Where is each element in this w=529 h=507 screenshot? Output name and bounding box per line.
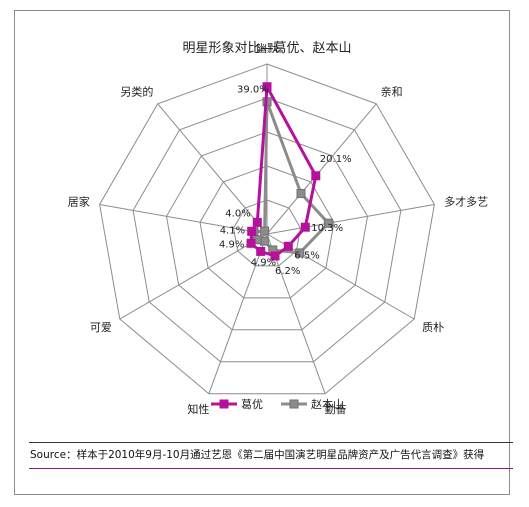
data-label-2: 20.1%: [320, 154, 352, 165]
source-note: Source：样本于2010年9月-10月通过艺恩《第二届中国演艺明星品牌资产及…: [30, 449, 485, 461]
grid-ring-5: [99, 63, 435, 395]
axis-label-4: 质朴: [422, 320, 444, 334]
series-2-point-4: [295, 248, 305, 258]
legend-marker-1: [219, 399, 229, 409]
data-label-3: 10.3%: [311, 223, 343, 234]
chart-frame: 明星形象对比—葛优、赵本山 幽默亲和多才多艺质朴勤奋 知性 可爱 居家 另类的 39.0% 2…: [14, 10, 513, 495]
series-2-point-9: [260, 226, 270, 236]
source-bottom-rule: [29, 468, 513, 469]
chart-title: 明星形象对比—葛优、赵本山: [182, 41, 351, 56]
grid-ring-4: [132, 97, 402, 363]
spoke-6: [208, 233, 268, 394]
axis-label-6: 知性: [187, 402, 209, 416]
series-1-point-2: [311, 171, 321, 181]
series-1-point-5: [270, 251, 280, 261]
spoke-2: [266, 103, 377, 235]
axis-label-1: 幽默: [256, 42, 278, 55]
series-1-point-8: [247, 226, 257, 236]
data-label-1: 39.0%: [237, 85, 269, 96]
data-label-9: 4.0%: [225, 208, 250, 219]
spoke-3: [266, 204, 435, 235]
data-label-4: 6.5%: [294, 250, 319, 261]
axis-label-2: 亲和: [381, 85, 403, 99]
series-1-point-6: [256, 246, 266, 256]
data-label-6: 4.9%: [251, 257, 276, 268]
axis-label-7: 可爱: [90, 321, 112, 334]
spoke-8: [99, 204, 268, 235]
axis-label-8: 居家: [68, 195, 90, 209]
legend-label-1: 葛优: [241, 398, 263, 411]
spoke-9: [157, 103, 268, 235]
series-1-point-3: [300, 222, 310, 232]
series-1-point-9: [252, 217, 262, 227]
series-2-point-3: [323, 218, 333, 228]
legend-label-2: 赵本山: [311, 397, 344, 411]
series-1-point-1: [262, 82, 272, 92]
axis-label-9: 另类的: [120, 85, 153, 99]
spoke-7: [119, 233, 268, 320]
spoke-5: [266, 233, 326, 394]
axis-label-3: 多才多艺: [444, 195, 488, 209]
grid-ring-2: [199, 165, 335, 299]
data-label-5: 6.2%: [275, 266, 300, 277]
axis-label-5: 勤奋: [325, 402, 347, 416]
series-1-point-4: [283, 241, 293, 251]
grid-ring-3: [165, 131, 369, 331]
source-top-rule: [29, 442, 513, 443]
series-1-point-7: [246, 238, 256, 248]
series-2-point-2: [296, 189, 306, 198]
legend-marker-2: [289, 399, 299, 409]
grid-ring-1: [232, 199, 302, 267]
data-label-8: 4.1%: [220, 225, 245, 236]
data-label-7: 4.9%: [219, 239, 244, 250]
